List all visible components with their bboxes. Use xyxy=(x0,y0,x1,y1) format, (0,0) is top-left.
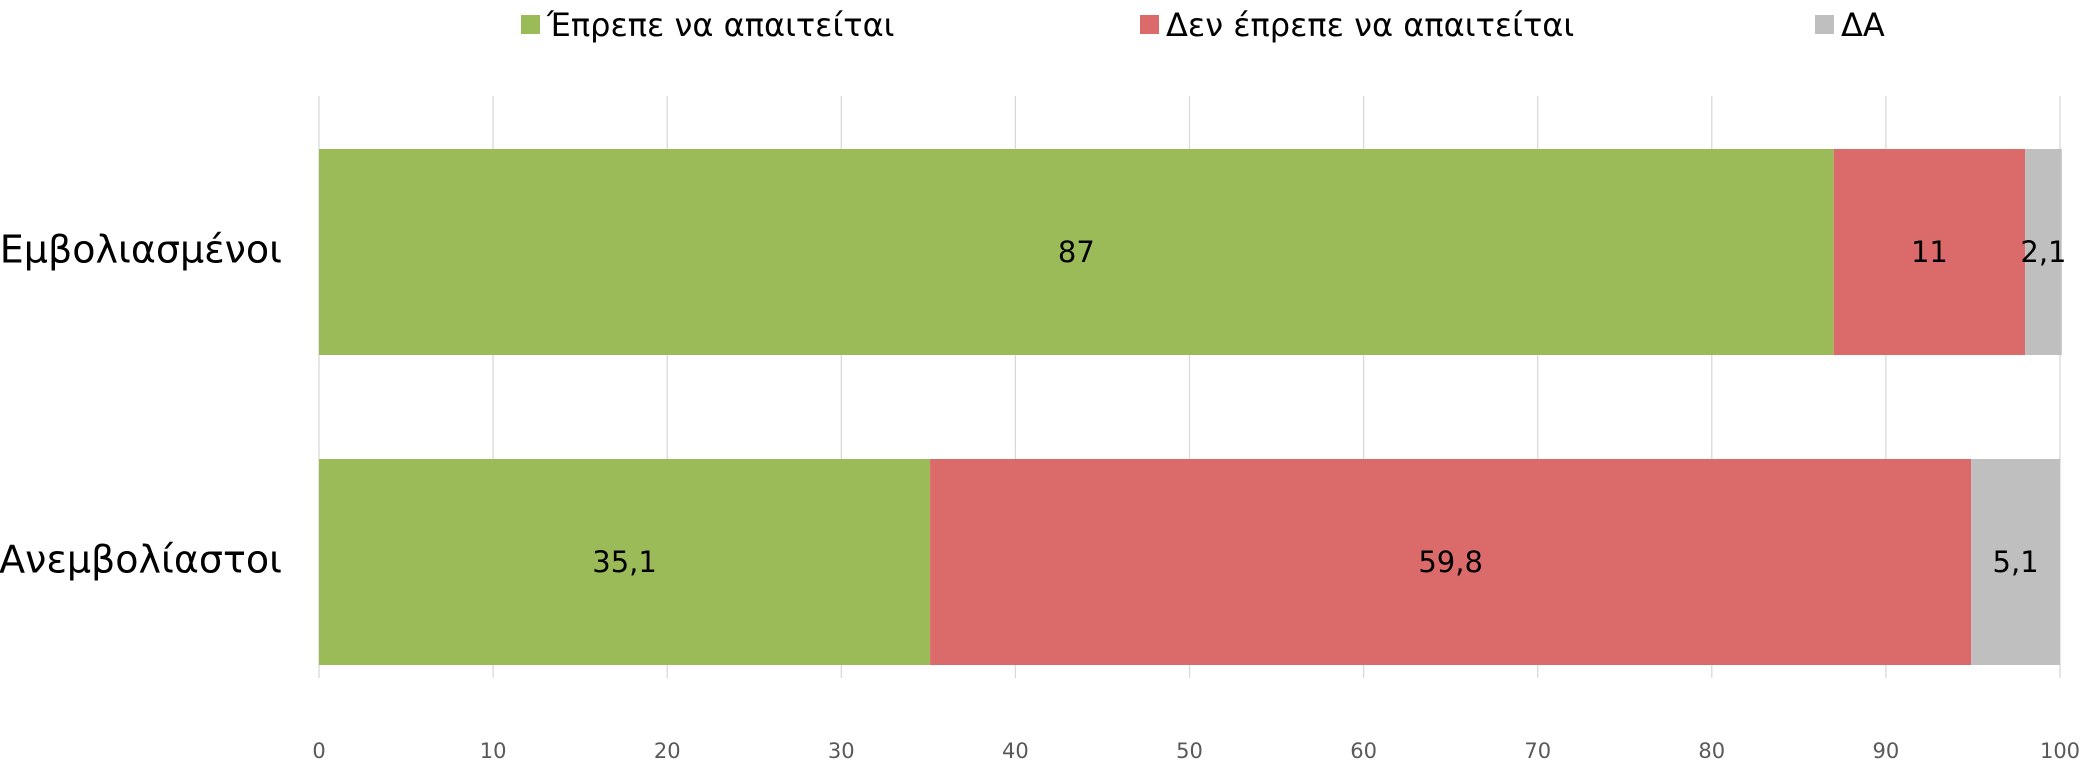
data-label: 2,1 xyxy=(2020,235,2066,269)
legend-label: ΔΑ xyxy=(1841,6,1885,44)
x-tick-label: 80 xyxy=(1698,739,1725,763)
data-label: 11 xyxy=(1911,235,1948,269)
bar-segment xyxy=(1833,149,2026,355)
bar-segment xyxy=(319,459,931,665)
legend-swatch xyxy=(1140,15,1159,34)
category-label: Ανεμβολίαστοι xyxy=(0,538,282,582)
bar-segment xyxy=(319,149,1834,355)
data-label: 35,1 xyxy=(592,545,657,579)
legend-label: Δεν έπρεπε να απαιτείται xyxy=(1166,6,1574,44)
x-tick-label: 10 xyxy=(480,739,507,763)
data-label: 5,1 xyxy=(1993,545,2039,579)
x-tick-label: 100 xyxy=(2040,739,2080,763)
x-tick-label: 30 xyxy=(828,739,855,763)
bar-segment xyxy=(930,459,1972,665)
x-tick-label: 0 xyxy=(312,739,325,763)
data-label: 59,8 xyxy=(1418,545,1483,579)
x-tick-label: 60 xyxy=(1350,739,1377,763)
category-label: Εμβολιασμένοι xyxy=(0,228,282,272)
x-tick-label: 20 xyxy=(654,739,681,763)
bar-segment xyxy=(2025,149,2062,355)
x-tick-label: 40 xyxy=(1002,739,1029,763)
bar-segment xyxy=(1971,459,2060,665)
legend-label: Έπρεπε να απαιτείται xyxy=(546,6,894,44)
x-tick-label: 50 xyxy=(1176,739,1203,763)
legend-swatch xyxy=(521,15,540,34)
x-tick-label: 90 xyxy=(1873,739,1900,763)
x-tick-label: 70 xyxy=(1524,739,1551,763)
legend-swatch xyxy=(1815,15,1834,34)
data-label: 87 xyxy=(1058,235,1095,269)
